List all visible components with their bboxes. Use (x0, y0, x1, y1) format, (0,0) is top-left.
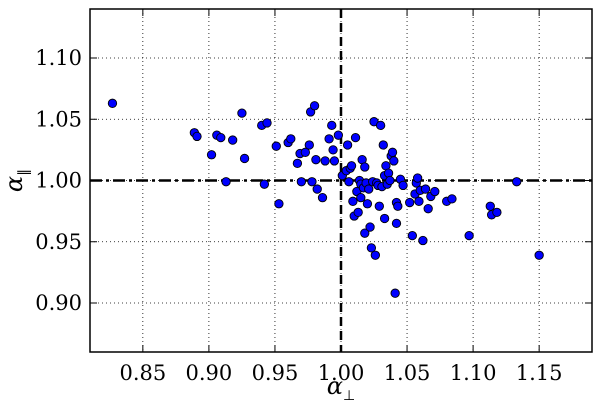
data-point (192, 131, 202, 142)
data-point (375, 120, 386, 131)
data-point (390, 288, 400, 298)
data-point (333, 130, 344, 140)
x-axis-label-base: α (327, 372, 343, 400)
data-point (391, 218, 402, 229)
x-tick-label: 1.10 (450, 361, 497, 385)
y-tick-label: 1.10 (35, 46, 82, 70)
data-point (292, 158, 303, 169)
tick-marks (90, 9, 592, 352)
data-point (393, 201, 403, 211)
data-point (107, 98, 118, 108)
data-point (348, 196, 358, 206)
data-point (379, 213, 390, 224)
data-point (237, 108, 247, 118)
x-axis-label-sub: ⊥ (343, 388, 355, 404)
data-point (221, 177, 231, 187)
data-point (271, 141, 281, 151)
data-point (216, 132, 226, 143)
data-point (405, 197, 415, 208)
data-point (317, 192, 328, 203)
data-point (312, 184, 322, 194)
data-point (206, 150, 217, 160)
x-tick-label: 0.95 (252, 361, 299, 385)
data-point (320, 156, 330, 166)
data-point (309, 101, 320, 111)
data-point (378, 140, 388, 150)
data-point (534, 250, 544, 260)
data-point (350, 132, 361, 143)
x-tick-label: 0.90 (186, 361, 233, 385)
data-point (239, 153, 250, 164)
data-point (342, 140, 353, 150)
reference-lines (90, 9, 592, 352)
y-tick-label: 1.05 (35, 107, 82, 131)
x-tick-label: 1.15 (516, 361, 563, 385)
y-tick-label: 0.90 (35, 291, 82, 315)
x-tick-label: 1.05 (384, 361, 431, 385)
data-point (512, 177, 522, 187)
data-point (296, 177, 307, 187)
y-axis-label-sub: ∥ (16, 169, 32, 176)
data-point (259, 179, 270, 189)
data-point (464, 230, 474, 241)
x-axis-label: α⊥ (327, 372, 355, 404)
data-point (430, 186, 440, 197)
data-point (407, 230, 417, 241)
data-point (344, 177, 354, 187)
y-tick-label: 0.95 (35, 230, 82, 254)
data-point (274, 199, 284, 209)
data-point (412, 173, 423, 183)
data-point (360, 228, 370, 238)
data-point (485, 201, 495, 211)
data-point (286, 134, 296, 144)
data-point (228, 135, 238, 145)
y-axis-label: α∥ (0, 169, 32, 192)
data-point (398, 180, 408, 191)
data-point (356, 192, 366, 203)
data-point (389, 156, 399, 166)
data-point (307, 177, 317, 187)
data-point (362, 199, 373, 209)
data-point (329, 156, 340, 166)
y-tick-label: 1.00 (35, 169, 82, 193)
data-point (364, 184, 374, 194)
data-point (418, 235, 428, 246)
data-point (262, 118, 272, 128)
data-point (420, 184, 431, 194)
data-point (374, 201, 384, 211)
data-point (387, 147, 398, 157)
data-point (447, 194, 457, 204)
data-point (414, 196, 424, 206)
data-point (346, 161, 357, 171)
data-points (107, 98, 544, 298)
data-point (360, 162, 370, 172)
y-axis-label-base: α (0, 176, 28, 192)
x-tick-label: 0.85 (119, 361, 166, 385)
data-point (423, 204, 433, 214)
data-point (300, 147, 310, 157)
x-tick-label: 1.00 (318, 361, 365, 385)
data-point (311, 155, 321, 165)
data-point (370, 250, 380, 260)
data-point (328, 145, 338, 155)
data-point (366, 243, 377, 253)
data-point (304, 140, 314, 150)
data-point (327, 120, 337, 131)
tick-labels: 0.85 0.90 0.95 1.00 1.05 1.10 1.15 0.90 0.95 1.00… (35, 46, 562, 385)
data-point (324, 134, 334, 144)
data-point (353, 207, 363, 218)
data-point (492, 207, 502, 218)
data-point (365, 222, 375, 232)
data-point (385, 175, 395, 186)
